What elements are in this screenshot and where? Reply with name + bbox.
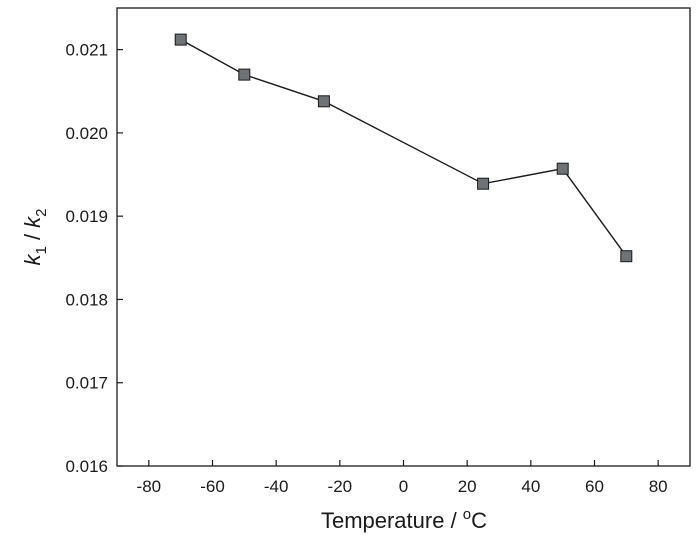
x-tick-label: 60 (585, 477, 604, 496)
x-tick-label: -40 (264, 477, 289, 496)
plot-frame (116, 7, 691, 467)
y-tick-label: 0.018 (65, 290, 108, 309)
data-markers (174, 33, 633, 263)
data-point-marker (477, 177, 490, 190)
y-tick-label: 0.021 (65, 41, 108, 60)
data-point-marker (174, 33, 187, 46)
y-axis-title: k1 / k2 (20, 208, 50, 265)
data-point-marker (317, 95, 330, 108)
y-tick-label: 0.016 (65, 457, 108, 476)
x-tick-label: -20 (328, 477, 353, 496)
x-tick-label: 80 (649, 477, 668, 496)
x-tick-label: -60 (200, 477, 225, 496)
data-point-marker (556, 162, 569, 175)
x-tick-label: 0 (399, 477, 408, 496)
y-tick-label: 0.019 (65, 207, 108, 226)
data-point-marker (620, 250, 633, 263)
y-tick-label: 0.017 (65, 374, 108, 393)
x-tick-label: -80 (137, 477, 162, 496)
x-axis: -80 -60 -40 -20 0 20 40 60 80 (137, 460, 668, 496)
y-tick-label: 0.020 (65, 124, 108, 143)
y-axis: 0.016 0.017 0.018 0.019 0.020 0.021 (65, 41, 123, 476)
x-tick-label: 20 (458, 477, 477, 496)
x-axis-title: Temperature / oC (321, 506, 487, 533)
data-point-marker (238, 68, 251, 81)
series-line (180, 38, 627, 257)
x-tick-label: 40 (521, 477, 540, 496)
